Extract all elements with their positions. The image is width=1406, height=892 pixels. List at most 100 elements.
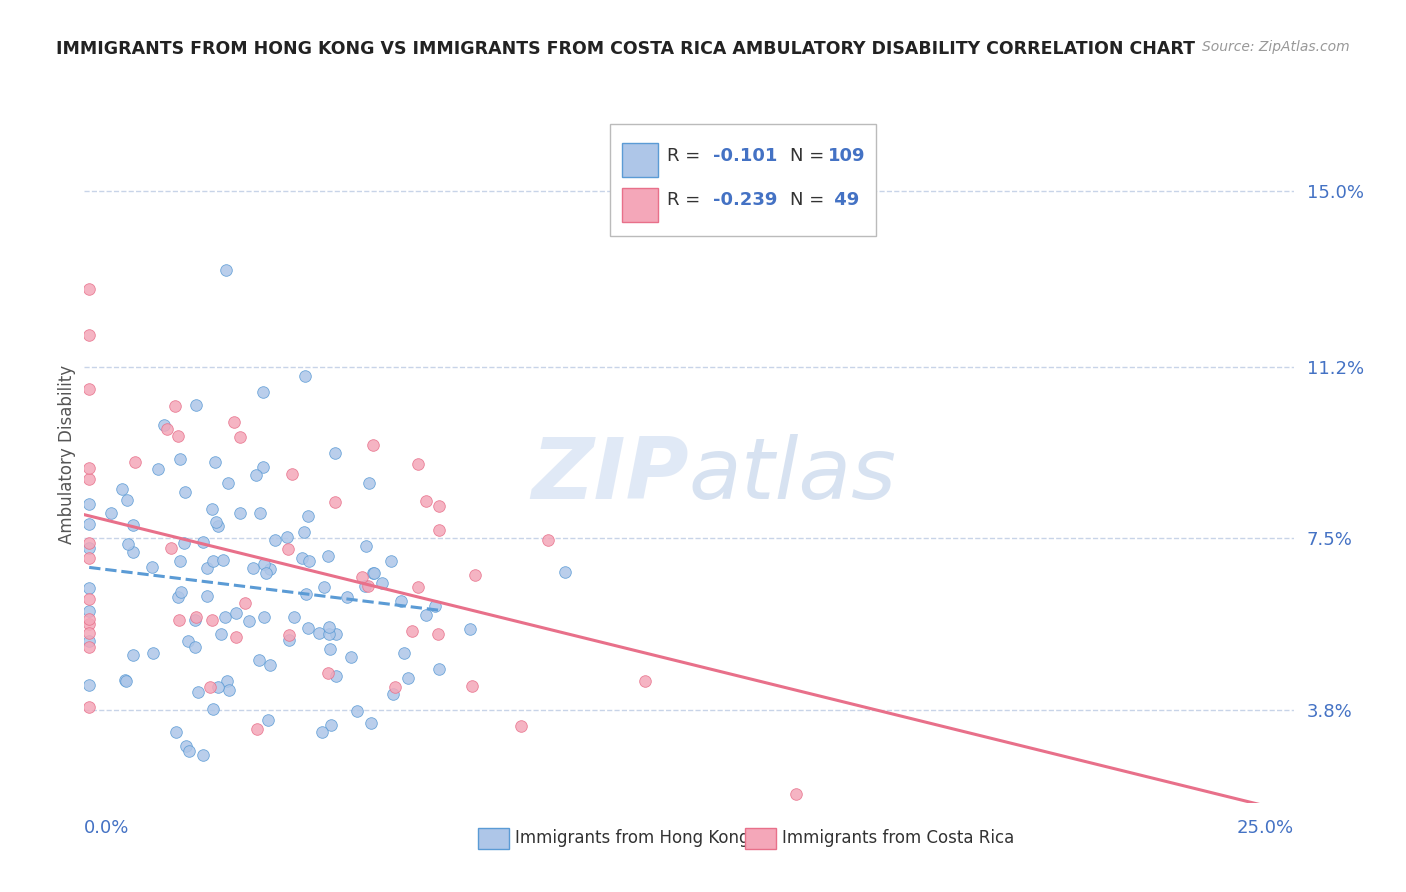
Point [111, 483, 134, 497]
Point [276, 530, 298, 544]
Point [184, 609, 207, 624]
Point [311, 725, 333, 739]
Point [336, 590, 359, 604]
Point [79, 634, 101, 648]
Text: IMMIGRANTS FROM HONG KONG VS IMMIGRANTS FROM COSTA RICA AMBULATORY DISABILITY CO: IMMIGRANTS FROM HONG KONG VS IMMIGRANTS … [56, 40, 1195, 58]
Text: 0.0%: 0.0% [84, 819, 129, 837]
Point [77, 626, 100, 640]
Point [415, 493, 437, 508]
Point [363, 438, 385, 452]
Point [359, 476, 381, 491]
Text: N =: N = [790, 146, 824, 165]
Text: atlas: atlas [689, 434, 897, 517]
Point [207, 518, 229, 533]
Point [253, 610, 276, 624]
Point [406, 457, 429, 471]
Point [225, 606, 247, 620]
Point [173, 484, 195, 499]
Point [121, 648, 143, 662]
Point [77, 592, 100, 607]
Point [77, 678, 100, 692]
Text: -0.239: -0.239 [713, 191, 778, 209]
Point [254, 566, 277, 580]
Point [278, 633, 301, 648]
Point [77, 640, 100, 654]
Point [259, 561, 281, 575]
Point [427, 626, 450, 640]
Point [235, 596, 257, 610]
Point [165, 725, 187, 739]
Point [297, 508, 319, 523]
Point [77, 498, 100, 512]
Point [283, 610, 305, 624]
Point [382, 687, 405, 701]
Point [121, 517, 143, 532]
Point [117, 537, 139, 551]
Point [401, 624, 423, 638]
Point [184, 640, 207, 655]
Point [354, 539, 377, 553]
Point [458, 622, 481, 636]
Point [340, 650, 363, 665]
Point [214, 610, 236, 624]
Point [141, 560, 163, 574]
Point [195, 589, 218, 603]
Point [554, 565, 576, 579]
Point [249, 506, 271, 520]
Point [167, 613, 190, 627]
Point [215, 263, 238, 277]
Point [169, 451, 191, 466]
Point [115, 493, 138, 508]
Point [176, 633, 198, 648]
Point [207, 680, 229, 694]
Point [361, 566, 384, 581]
Point [323, 494, 346, 508]
Text: Source: ZipAtlas.com: Source: ZipAtlas.com [1202, 40, 1350, 54]
Point [148, 462, 170, 476]
Point [179, 744, 201, 758]
Point [184, 613, 207, 627]
Point [163, 399, 186, 413]
Point [294, 369, 316, 384]
Point [218, 683, 240, 698]
Point [396, 671, 419, 685]
Y-axis label: Ambulatory Disability: Ambulatory Disability [58, 366, 76, 544]
Point [415, 607, 437, 622]
Point [318, 626, 340, 640]
Point [229, 430, 252, 444]
Point [277, 628, 299, 642]
Point [77, 581, 100, 595]
Point [169, 554, 191, 568]
Text: 49: 49 [828, 191, 859, 209]
Point [247, 653, 270, 667]
Point [77, 616, 100, 631]
Text: -0.101: -0.101 [713, 146, 778, 165]
Text: Immigrants from Costa Rica: Immigrants from Costa Rica [782, 830, 1014, 847]
Point [124, 454, 146, 468]
Point [209, 626, 232, 640]
Point [252, 459, 274, 474]
Point [217, 673, 239, 688]
Point [200, 680, 222, 694]
Point [427, 499, 450, 513]
Point [325, 669, 347, 683]
Point [292, 524, 315, 539]
Text: 109: 109 [828, 146, 866, 165]
Point [173, 536, 195, 550]
Point [316, 666, 339, 681]
Point [429, 662, 451, 676]
Point [122, 544, 145, 558]
Point [281, 467, 304, 481]
Point [346, 704, 368, 718]
Point [114, 673, 136, 688]
Point [225, 630, 247, 644]
Point [174, 739, 197, 754]
Point [77, 541, 100, 555]
Point [184, 398, 207, 412]
Point [77, 460, 100, 475]
Point [295, 587, 318, 601]
Text: 25.0%: 25.0% [1236, 819, 1294, 837]
Point [277, 541, 299, 556]
Point [363, 566, 385, 580]
Point [142, 647, 165, 661]
